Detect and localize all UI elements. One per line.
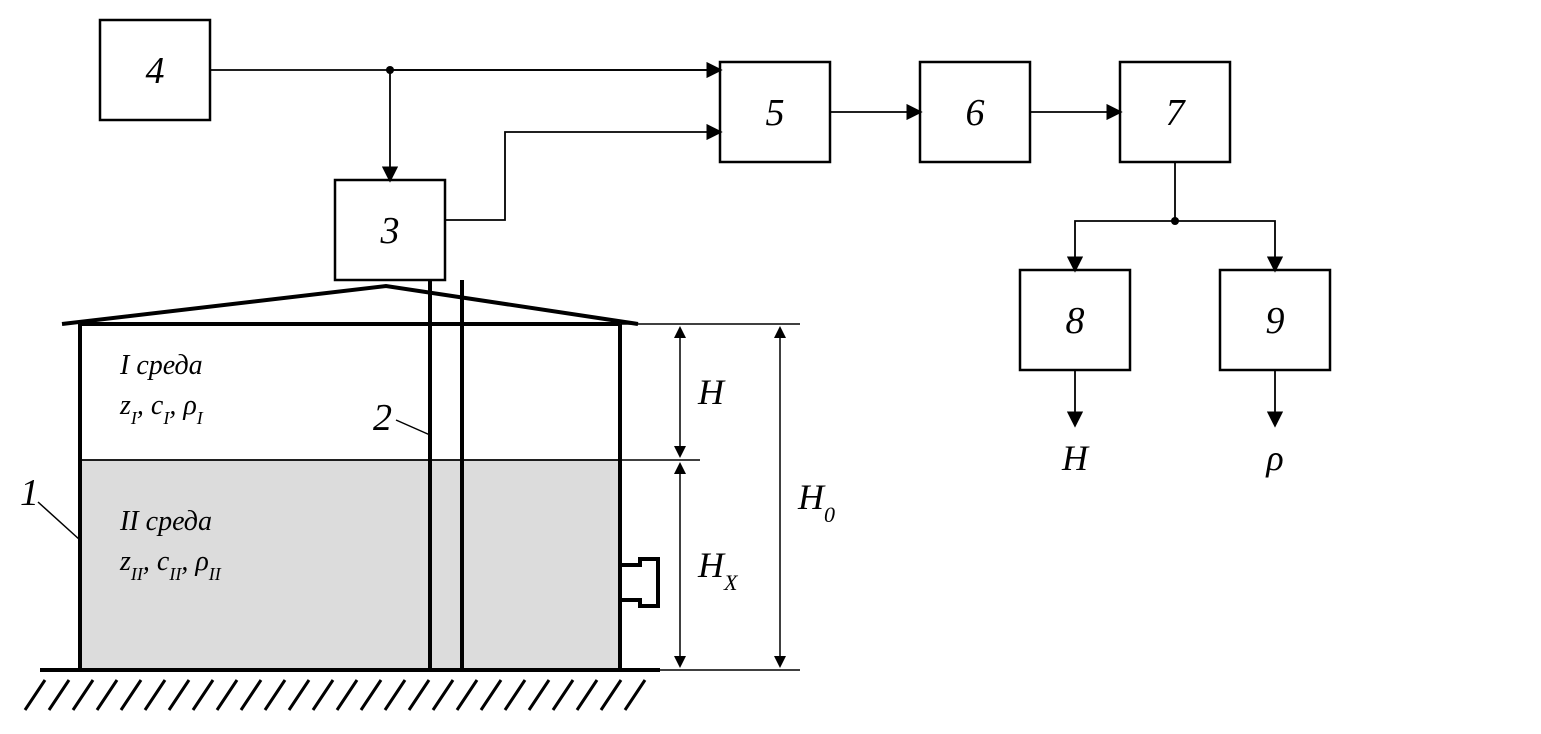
ground-hatch xyxy=(313,680,333,710)
ground-hatch xyxy=(241,680,261,710)
output-8-label: H xyxy=(1061,438,1090,478)
tank-roof xyxy=(62,286,638,324)
ground-hatch xyxy=(97,680,117,710)
ground-hatch xyxy=(529,680,549,710)
block-3-label: 3 xyxy=(380,210,400,252)
edge-7-8 xyxy=(1075,221,1175,270)
ground-hatch xyxy=(577,680,597,710)
ground-hatch xyxy=(601,680,621,710)
ground-hatch xyxy=(145,680,165,710)
medium1-params: zI, cI, ρI xyxy=(119,390,204,428)
callout-2: 2 xyxy=(373,397,392,439)
block-8-label: 8 xyxy=(1066,300,1085,342)
dim-H0-label: H0 xyxy=(797,477,835,527)
ground-hatch xyxy=(553,680,573,710)
dim-Hx-label: HX xyxy=(697,545,739,595)
block-4-label: 4 xyxy=(146,50,165,92)
tank-outlet xyxy=(620,559,658,606)
ground-hatch xyxy=(289,680,309,710)
ground-hatch xyxy=(409,680,429,710)
ground-hatch xyxy=(265,680,285,710)
ground-hatch xyxy=(121,680,141,710)
block-9-label: 9 xyxy=(1266,300,1285,342)
ground-hatch xyxy=(457,680,477,710)
ground-hatch xyxy=(385,680,405,710)
callout-1: 1 xyxy=(20,472,39,514)
block-diagram: 4356789HρI средаzI, cI, ρIII средаzII, c… xyxy=(20,20,1330,710)
callout-1-line xyxy=(38,502,80,540)
ground-hatch xyxy=(169,680,189,710)
edge-3-5 xyxy=(445,132,720,220)
block-6-label: 6 xyxy=(966,92,985,134)
ground-hatch xyxy=(361,680,381,710)
ground-hatch xyxy=(49,680,69,710)
ground-hatch xyxy=(505,680,525,710)
ground-hatch xyxy=(625,680,645,710)
ground-hatch xyxy=(433,680,453,710)
medium2-title: II среда xyxy=(119,506,212,537)
ground-hatch xyxy=(481,680,501,710)
edge-7-9 xyxy=(1175,221,1275,270)
ground-hatch xyxy=(193,680,213,710)
ground-hatch xyxy=(73,680,93,710)
ground-hatch xyxy=(337,680,357,710)
block-7-label: 7 xyxy=(1166,92,1187,134)
ground-hatch xyxy=(217,680,237,710)
dim-H-label: H xyxy=(697,372,726,412)
ground-hatch xyxy=(25,680,45,710)
block-5-label: 5 xyxy=(766,92,785,134)
medium1-title: I среда xyxy=(119,350,203,381)
output-9-label: ρ xyxy=(1265,438,1283,478)
callout-2-line xyxy=(396,420,430,435)
